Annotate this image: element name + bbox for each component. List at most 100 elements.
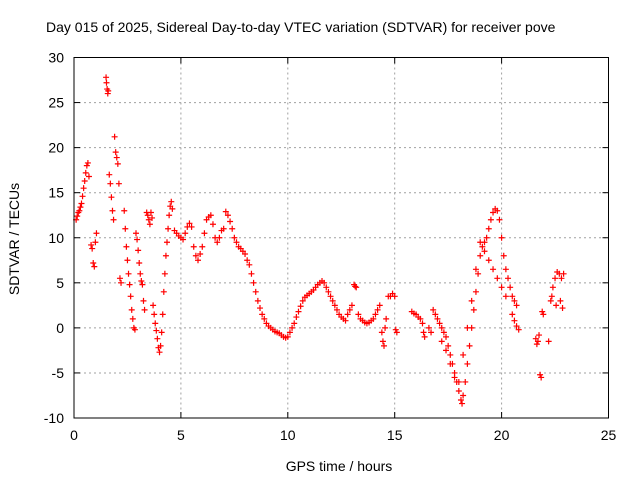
data-point-marker — [325, 288, 332, 295]
data-point-marker — [483, 234, 490, 241]
data-point-marker — [502, 266, 509, 273]
data-point-marker — [103, 79, 110, 86]
data-point-marker — [248, 270, 255, 277]
data-point-marker — [470, 306, 477, 313]
data-point-marker — [460, 351, 467, 358]
x-tick-label: 25 — [601, 427, 617, 443]
ticks-layer — [73, 57, 609, 419]
data-point-marker — [420, 329, 427, 336]
data-point-marker — [421, 333, 428, 340]
data-point-marker — [201, 230, 208, 237]
data-point-marker — [224, 212, 231, 219]
data-point-marker — [447, 360, 454, 367]
data-point-marker — [168, 198, 175, 205]
data-point-marker — [261, 315, 268, 322]
data-point-marker — [513, 302, 520, 309]
data-point-marker — [425, 324, 432, 331]
data-point-marker — [490, 266, 497, 273]
data-point-marker — [507, 284, 514, 291]
data-point-marker — [154, 335, 161, 342]
data-point-marker — [468, 297, 475, 304]
data-point-marker — [138, 278, 145, 285]
data-point-marker — [157, 342, 164, 349]
data-point-marker — [331, 302, 338, 309]
data-point-marker — [197, 250, 204, 257]
data-point-marker — [149, 214, 156, 221]
y-tick-label: 20 — [48, 140, 64, 156]
data-point-marker — [447, 351, 454, 358]
data-point-marker — [116, 275, 123, 282]
data-point-marker — [505, 275, 512, 282]
data-point-marker — [438, 338, 445, 345]
data-point-marker — [511, 297, 518, 304]
data-point-marker — [222, 208, 229, 215]
data-point-marker — [242, 250, 249, 257]
data-point-marker — [123, 243, 130, 250]
data-point-marker — [455, 387, 462, 394]
data-point-marker — [153, 327, 160, 334]
data-point-marker — [374, 306, 381, 313]
data-point-marker — [509, 311, 516, 318]
y-tick-label: 5 — [56, 275, 64, 291]
data-point-marker — [158, 329, 165, 336]
data-point-marker — [180, 236, 187, 243]
y-tick-label: 0 — [56, 320, 64, 336]
data-point-marker — [135, 247, 142, 254]
data-point-marker — [126, 281, 133, 288]
data-point-marker — [455, 378, 462, 385]
y-axis-title: SDTVAR / TECUs — [6, 183, 22, 295]
data-point-marker — [291, 320, 298, 327]
data-point-marker — [333, 306, 340, 313]
data-point-marker — [472, 288, 479, 295]
data-point-marker — [487, 216, 494, 223]
data-point-marker — [133, 230, 140, 237]
data-point-marker — [329, 297, 336, 304]
data-point-marker — [545, 338, 552, 345]
data-point-marker — [254, 297, 261, 304]
data-point-marker — [257, 305, 264, 312]
data-point-marker — [227, 218, 234, 225]
data-point-marker — [464, 360, 471, 367]
y-tick-label: 25 — [48, 95, 64, 111]
data-point-marker — [481, 248, 488, 255]
data-point-marker — [108, 194, 115, 201]
data-point-marker — [199, 243, 206, 250]
data-point-marker — [122, 225, 129, 232]
data-point-marker — [139, 281, 146, 288]
data-point-marker — [370, 315, 377, 322]
data-point-marker — [376, 302, 383, 309]
data-point-marker — [216, 234, 223, 241]
data-point-marker — [186, 220, 193, 227]
data-point-marker — [78, 200, 85, 207]
data-point-marker — [164, 239, 171, 246]
data-point-marker — [533, 341, 540, 348]
data-point-marker — [128, 306, 135, 313]
data-point-marker — [74, 213, 81, 220]
data-point-marker — [111, 133, 118, 140]
data-point-marker — [540, 311, 547, 318]
data-point-marker — [494, 207, 501, 214]
data-point-marker — [259, 311, 266, 318]
data-point-marker — [342, 317, 349, 324]
data-point-marker — [538, 374, 545, 381]
data-point-marker — [494, 275, 501, 282]
data-point-marker — [391, 293, 398, 300]
data-point-marker — [79, 193, 86, 200]
data-point-marker — [460, 392, 467, 399]
data-point-marker — [353, 284, 360, 291]
data-point-marker — [438, 324, 445, 331]
data-point-marker — [214, 239, 221, 246]
data-point-marker — [434, 315, 441, 322]
data-point-marker — [548, 293, 555, 300]
data-point-marker — [190, 243, 197, 250]
data-point-marker — [378, 329, 385, 336]
data-point-marker — [321, 279, 328, 286]
x-tick-label: 15 — [387, 427, 403, 443]
data-point-marker — [246, 261, 253, 268]
data-point-marker — [80, 185, 87, 192]
y-tick-label: 15 — [48, 185, 64, 201]
data-point-marker — [457, 396, 464, 403]
x-axis-title: GPS time / hours — [286, 458, 393, 474]
data-point-marker — [511, 317, 518, 324]
